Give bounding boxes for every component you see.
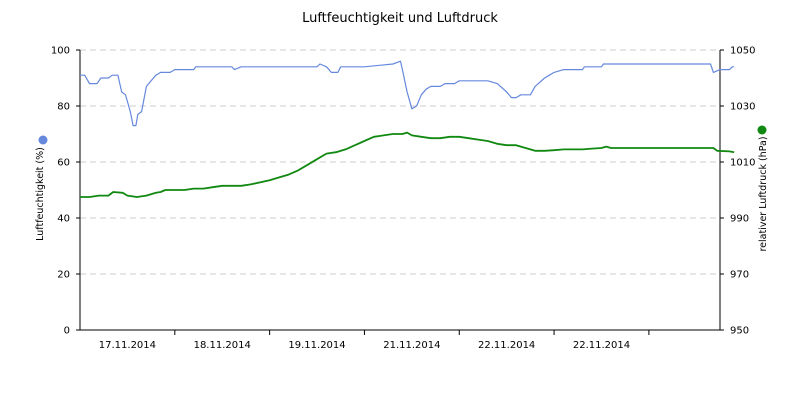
humidity-series-line — [80, 60, 735, 127]
series-lines — [80, 60, 735, 198]
x-tick-label: 18.11.2014 — [194, 340, 251, 351]
right-y-tick-label: 1010 — [730, 158, 755, 169]
right-y-tick-label: 950 — [730, 326, 749, 337]
left-y-tick-label: 0 — [64, 326, 70, 337]
left-y-ticks: 0 20 40 60 80 100 — [51, 46, 80, 337]
x-ticks: 17.11.2014 18.11.2014 19.11.2014 21.11.2014… — [99, 330, 650, 351]
x-tick-label: 19.11.2014 — [288, 340, 345, 351]
left-y-tick-label: 60 — [57, 158, 70, 169]
right-y-tick-label: 970 — [730, 270, 749, 281]
left-y-tick-label: 100 — [51, 46, 70, 57]
pressure-series-line — [80, 131, 735, 198]
right-y-tick-label: 1050 — [730, 46, 755, 57]
right-y-tick-label: 1030 — [730, 102, 755, 113]
right-y-axis-label: relativer Luftdruck (hPa) — [758, 136, 769, 251]
x-tick-label: 21.11.2014 — [383, 340, 440, 351]
left-y-tick-label: 80 — [57, 102, 70, 113]
grid — [80, 49, 720, 275]
x-tick-label: 17.11.2014 — [99, 340, 156, 351]
pressure-legend-dot — [757, 125, 767, 135]
x-tick-label: 22.11.2014 — [478, 340, 535, 351]
left-y-axis-label: Luftfeuchtigkeit (%) — [35, 147, 46, 241]
humidity-legend-dot — [38, 135, 48, 145]
left-y-tick-label: 20 — [57, 270, 70, 281]
right-y-ticks: 950 970 990 1010 1030 1050 — [720, 46, 755, 337]
x-tick-label: 22.11.2014 — [573, 340, 630, 351]
left-y-tick-label: 40 — [57, 214, 70, 225]
right-y-tick-label: 990 — [730, 214, 749, 225]
chart-title: Luftfeuchtigkeit und Luftdruck — [302, 11, 498, 26]
